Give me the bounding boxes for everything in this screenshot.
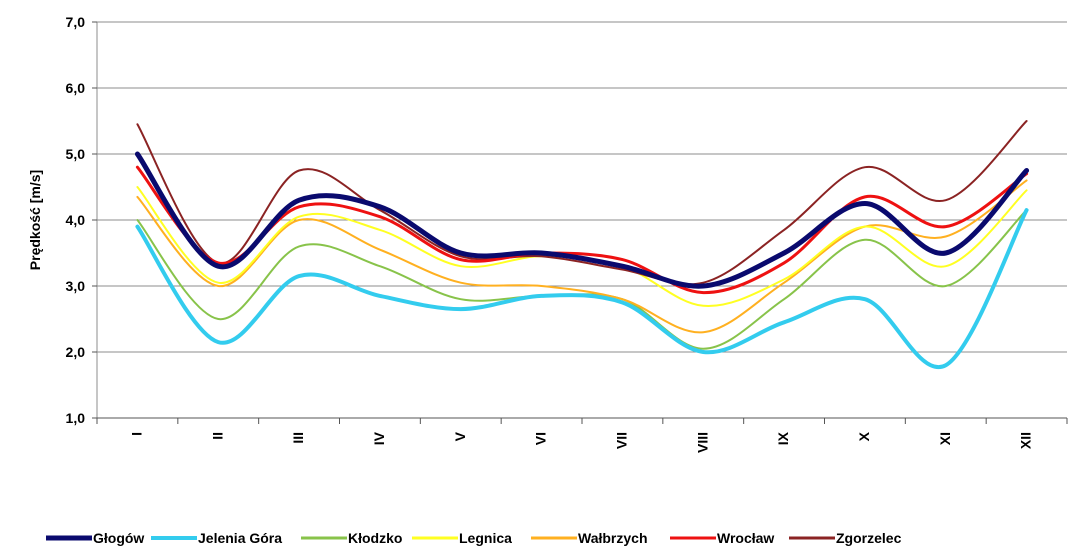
y-tick-label: 3,0 <box>66 278 86 294</box>
x-tick-label: VIII <box>694 432 710 453</box>
legend-item: Jelenia Góra <box>151 530 282 546</box>
x-tick-label: III <box>290 432 306 444</box>
series-line-głogów <box>134 151 1030 289</box>
series-line-jelenia-góra <box>135 208 1029 370</box>
y-tick-label: 7,0 <box>66 14 86 30</box>
x-tick-label: V <box>452 431 468 441</box>
x-tick-labels: I II III IV V VI VII VIII IX X XI XII <box>128 431 1033 453</box>
legend-label: Wrocław <box>717 530 774 546</box>
legend-item: Legnica <box>412 530 512 546</box>
legend-item: Głogów <box>46 530 144 546</box>
legend-item: Wrocław <box>670 530 774 546</box>
x-tick-label: VI <box>533 432 549 445</box>
y-tick-label: 5,0 <box>66 146 86 162</box>
axes <box>92 21 1068 424</box>
gridlines <box>97 21 1067 353</box>
y-tick-label: 6,0 <box>66 80 86 96</box>
x-tick-label: IV <box>371 431 387 445</box>
legend-item: Wałbrzych <box>531 530 648 546</box>
legend-label: Jelenia Góra <box>198 530 282 546</box>
y-tick-labels: 1,0 2,0 3,0 4,0 5,0 6,0 7,0 <box>66 14 86 426</box>
series-line-wrocław <box>135 165 1029 295</box>
x-tick-label: II <box>209 432 225 440</box>
x-tick-label: XII <box>1018 432 1034 449</box>
series-line-zgorzelec <box>136 120 1028 286</box>
legend-label: Zgorzelec <box>836 530 902 546</box>
legend-item: Zgorzelec <box>789 530 902 546</box>
x-tick-label: I <box>128 432 144 436</box>
y-tick-label: 1,0 <box>66 410 86 426</box>
series-line-wałbrzych <box>136 179 1028 334</box>
legend: Głogów Jelenia Góra Kłodzko Legnica Wałbrzyc… <box>46 530 902 546</box>
legend-label: Legnica <box>459 530 512 546</box>
legend-label: Kłodzko <box>348 530 402 546</box>
x-tick-label: IX <box>775 431 791 445</box>
y-axis-title: Prędkość [m/s] <box>27 170 43 270</box>
y-tick-label: 4,0 <box>66 212 86 228</box>
x-tick-label: VII <box>613 432 629 449</box>
x-tick-label: X <box>856 431 872 441</box>
y-tick-label: 2,0 <box>66 344 86 360</box>
legend-item: Kłodzko <box>301 530 402 546</box>
series-lines <box>134 120 1030 370</box>
x-tick-label: XI <box>937 432 953 445</box>
legend-label: Wałbrzych <box>578 530 648 546</box>
legend-label: Głogów <box>93 530 144 546</box>
series-line-kłodzko <box>136 209 1028 350</box>
